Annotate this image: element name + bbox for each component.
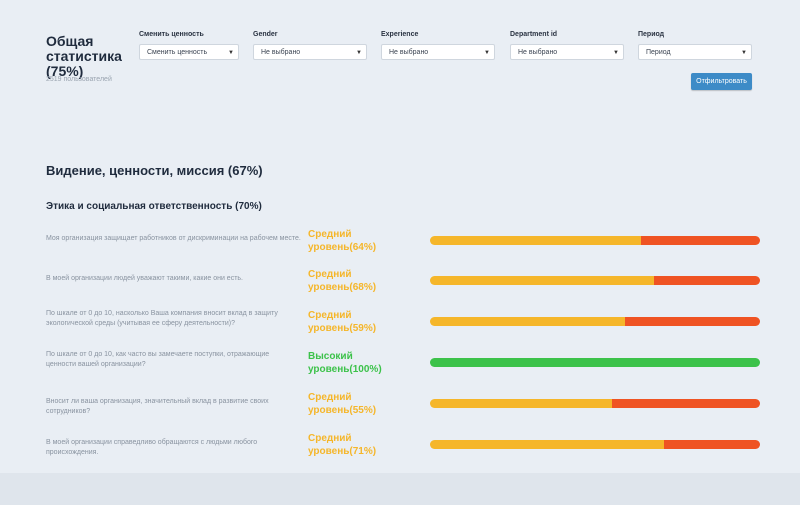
caret-down-icon: ▼ xyxy=(356,50,362,56)
page-title: Общая статистика (75%) xyxy=(46,33,122,79)
score-bar-fill xyxy=(430,276,655,285)
department-select[interactable]: Не выбрано ▼ xyxy=(510,44,624,60)
select-value: Не выбрано xyxy=(389,49,429,56)
question-level: Средний уровень(59%) xyxy=(308,310,377,334)
question-text: В моей организации людей уважают такими,… xyxy=(46,275,243,282)
question-level: Средний уровень(68%) xyxy=(308,269,377,293)
question-row: По шкале от 0 до 10, насколько Ваша комп… xyxy=(0,309,800,345)
caret-down-icon: ▼ xyxy=(613,50,619,56)
filter-gender: Gender Не выбрано ▼ xyxy=(253,31,367,60)
filter-label: Сменить ценность xyxy=(139,31,204,38)
apply-filter-button[interactable]: Отфильтровать xyxy=(691,73,752,90)
score-bar-fill xyxy=(430,236,642,245)
score-bar-fill xyxy=(430,399,612,408)
score-bar-remainder xyxy=(611,399,760,408)
question-text: Вносит ли ваша организация, значительный… xyxy=(46,398,269,415)
caret-down-icon: ▼ xyxy=(228,50,234,56)
select-value: Не выбрано xyxy=(261,49,301,56)
question-row: По шкале от 0 до 10, как часто вы замеча… xyxy=(0,350,800,386)
score-bar xyxy=(430,276,760,285)
filter-period: Период Период ▼ xyxy=(638,31,752,60)
filter-experience: Experience Не выбрано ▼ xyxy=(381,31,495,60)
subsection-title: Этика и социальная ответственность (70%) xyxy=(46,201,262,212)
score-bar-remainder xyxy=(624,317,760,326)
score-bar xyxy=(430,236,760,245)
select-value: Не выбрано xyxy=(518,49,558,56)
filter-label: Experience xyxy=(381,31,419,38)
score-bar-fill xyxy=(430,358,760,367)
score-bar-remainder xyxy=(664,440,760,449)
question-level: Средний уровень(55%) xyxy=(308,392,377,416)
score-bar xyxy=(430,358,760,367)
question-level: Средний уровень(64%) xyxy=(308,229,377,253)
score-bar-remainder xyxy=(654,276,760,285)
value-select[interactable]: Сменить ценность ▼ xyxy=(139,44,239,60)
question-text: По шкале от 0 до 10, как часто вы замеча… xyxy=(46,351,270,368)
experience-select[interactable]: Не выбрано ▼ xyxy=(381,44,495,60)
select-value: Сменить ценность xyxy=(147,49,208,56)
caret-down-icon: ▼ xyxy=(484,50,490,56)
page-footer-strip xyxy=(0,473,800,505)
score-bar-remainder xyxy=(641,236,760,245)
caret-down-icon: ▼ xyxy=(741,50,747,56)
select-value: Период xyxy=(646,49,671,56)
section-title: Видение, ценности, миссия (67%) xyxy=(46,163,263,178)
filter-value: Сменить ценность Сменить ценность ▼ xyxy=(139,31,239,60)
filter-label: Период xyxy=(638,31,665,38)
question-text: В моей организации справедливо обращаютс… xyxy=(46,439,258,456)
question-text: Моя организация защищает работников от д… xyxy=(46,235,301,242)
question-row: В моей организации справедливо обращаютс… xyxy=(0,432,800,468)
gender-select[interactable]: Не выбрано ▼ xyxy=(253,44,367,60)
question-row: Вносит ли ваша организация, значительный… xyxy=(0,391,800,427)
filter-label: Gender xyxy=(253,31,278,38)
question-level: Высокий уровень(100%) xyxy=(308,351,382,375)
user-count: 2519 пользователей xyxy=(46,76,112,83)
question-text: По шкале от 0 до 10, насколько Ваша комп… xyxy=(46,310,278,327)
score-bar-fill xyxy=(430,317,625,326)
question-level: Средний уровень(71%) xyxy=(308,433,377,457)
score-bar xyxy=(430,440,760,449)
score-bar xyxy=(430,399,760,408)
score-bar-fill xyxy=(430,440,665,449)
period-select[interactable]: Период ▼ xyxy=(638,44,752,60)
filter-label: Department id xyxy=(510,31,558,38)
question-row: Моя организация защищает работников от д… xyxy=(0,228,800,264)
score-bar xyxy=(430,317,760,326)
filter-department: Department id Не выбрано ▼ xyxy=(510,31,624,60)
question-row: В моей организации людей уважают такими,… xyxy=(0,268,800,304)
